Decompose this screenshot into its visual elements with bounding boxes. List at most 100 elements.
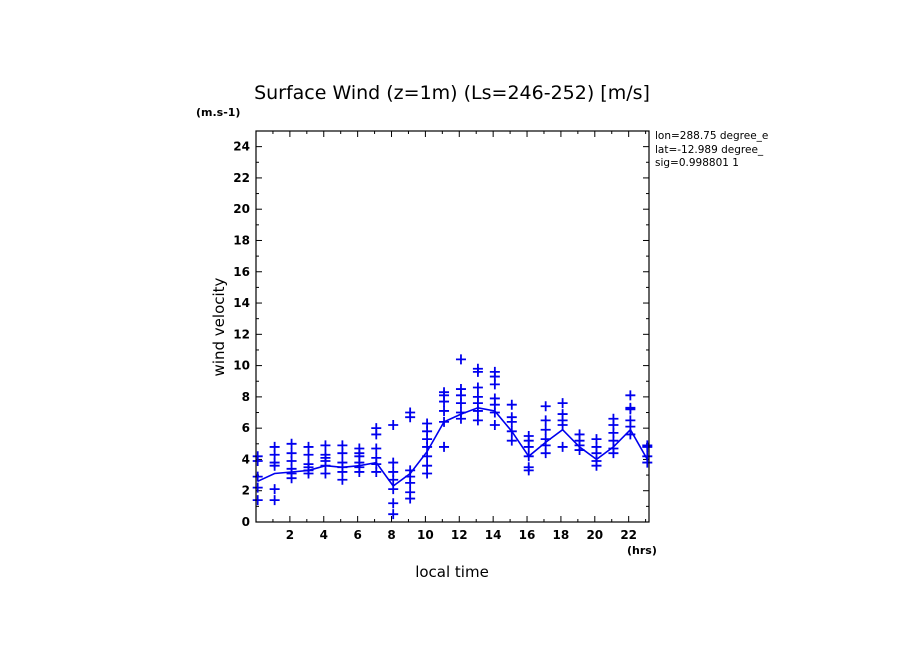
- wind-marker: [472, 391, 483, 402]
- wind-marker: [286, 448, 297, 459]
- wind-marker: [608, 413, 619, 424]
- y-tick-label: 16: [233, 265, 250, 279]
- x-tick-label: 22: [620, 528, 637, 542]
- wind-marker: [472, 415, 483, 426]
- wind-marker: [439, 441, 450, 452]
- x-tick-label: 8: [387, 528, 395, 542]
- y-tick-label: 20: [233, 202, 250, 216]
- x-tick-label: 10: [417, 528, 434, 542]
- wind-marker: [523, 430, 534, 441]
- wind-marker: [388, 484, 399, 495]
- y-tick-label: 2: [242, 484, 250, 498]
- wind-marker: [455, 407, 466, 418]
- wind-marker: [455, 354, 466, 365]
- x-tick-label: 12: [451, 528, 468, 542]
- wind-marker: [642, 451, 653, 462]
- wind-marker: [422, 460, 433, 471]
- wind-marker: [540, 434, 551, 445]
- wind-marker: [439, 405, 450, 416]
- wind-marker: [625, 402, 636, 413]
- wind-marker: [388, 457, 399, 468]
- wind-marker: [472, 382, 483, 393]
- wind-marker: [405, 465, 416, 476]
- wind-marker: [489, 366, 500, 377]
- y-tick-label: 24: [233, 140, 250, 154]
- wind-marker: [489, 393, 500, 404]
- y-tick-label: 8: [242, 390, 250, 404]
- info-line-sig: sig=0.998801 1: [655, 157, 739, 169]
- wind-marker: [489, 420, 500, 431]
- wind-marker: [337, 457, 348, 468]
- wind-marker: [439, 416, 450, 427]
- wind-marker: [540, 415, 551, 426]
- wind-marker: [320, 449, 331, 460]
- plot-frame: [255, 130, 650, 523]
- wind-marker: [337, 440, 348, 451]
- y-tick-label: 0: [242, 515, 250, 529]
- wind-marker: [252, 451, 263, 462]
- y-tick-label: 10: [233, 359, 250, 373]
- wind-marker: [405, 487, 416, 498]
- x-tick-label: 18: [553, 528, 570, 542]
- wind-marker: [506, 399, 517, 410]
- wind-marker: [642, 440, 653, 451]
- wind-marker: [269, 484, 280, 495]
- wind-marker: [422, 418, 433, 429]
- wind-marker: [540, 401, 551, 412]
- x-axis-label: local time: [415, 563, 489, 581]
- wind-marker: [388, 466, 399, 477]
- x-tick-label: 6: [353, 528, 361, 542]
- wind-markers: [252, 354, 653, 520]
- wind-marker: [371, 452, 382, 463]
- wind-marker: [405, 407, 416, 418]
- wind-marker: [320, 440, 331, 451]
- mean-wind-line: [257, 406, 648, 488]
- wind-marker: [422, 451, 433, 462]
- wind-marker: [591, 434, 602, 445]
- wind-marker: [455, 384, 466, 395]
- wind-marker: [303, 459, 314, 470]
- y-tick-label: 22: [233, 171, 250, 185]
- wind-marker: [269, 441, 280, 452]
- info-line-lon: lon=288.75 degree_e: [655, 130, 768, 142]
- chart-title: Surface Wind (z=1m) (Ls=246-252) [m/s]: [254, 82, 650, 104]
- axis-ticks: [255, 130, 649, 523]
- y-tick-label: 12: [233, 327, 250, 341]
- x-tick-label: 14: [485, 528, 502, 542]
- info-line-lat: lat=-12.989 degree_: [655, 144, 764, 156]
- wind-marker: [506, 412, 517, 423]
- wind-marker: [371, 443, 382, 454]
- wind-marker: [506, 426, 517, 437]
- info-text: lon=288.75 degree_e lat=-12.989 degree_ …: [655, 130, 768, 169]
- wind-marker: [286, 438, 297, 449]
- wind-marker: [269, 495, 280, 506]
- wind-marker: [252, 482, 263, 493]
- wind-marker: [472, 363, 483, 374]
- wind-marker: [625, 390, 636, 401]
- wind-marker: [506, 435, 517, 446]
- wind-marker: [354, 443, 365, 454]
- wind-marker: [439, 387, 450, 398]
- x-tick-label: 4: [320, 528, 328, 542]
- wind-marker: [625, 415, 636, 426]
- wind-marker: [371, 423, 382, 434]
- wind-marker: [557, 441, 568, 452]
- y-tick-label: 4: [242, 452, 250, 466]
- wind-marker: [557, 398, 568, 409]
- x-unit-label: (hrs): [627, 544, 657, 557]
- wind-marker: [540, 424, 551, 435]
- wind-marker: [574, 429, 585, 440]
- y-tick-label: 18: [233, 233, 250, 247]
- x-tick-labels: 2 4 6 8 10 12 14 16 18 20 22: [286, 528, 637, 542]
- wind-marker: [557, 409, 568, 420]
- wind-marker: [252, 495, 263, 506]
- wind-marker: [303, 441, 314, 452]
- wind-marker: [388, 509, 399, 520]
- wind-marker: [523, 462, 534, 473]
- y-tick-label: 14: [233, 296, 250, 310]
- y-axis-label: wind velocity: [210, 277, 228, 376]
- wind-marker: [523, 451, 534, 462]
- y-unit-label: (m.s-1): [196, 106, 240, 119]
- x-tick-label: 16: [519, 528, 536, 542]
